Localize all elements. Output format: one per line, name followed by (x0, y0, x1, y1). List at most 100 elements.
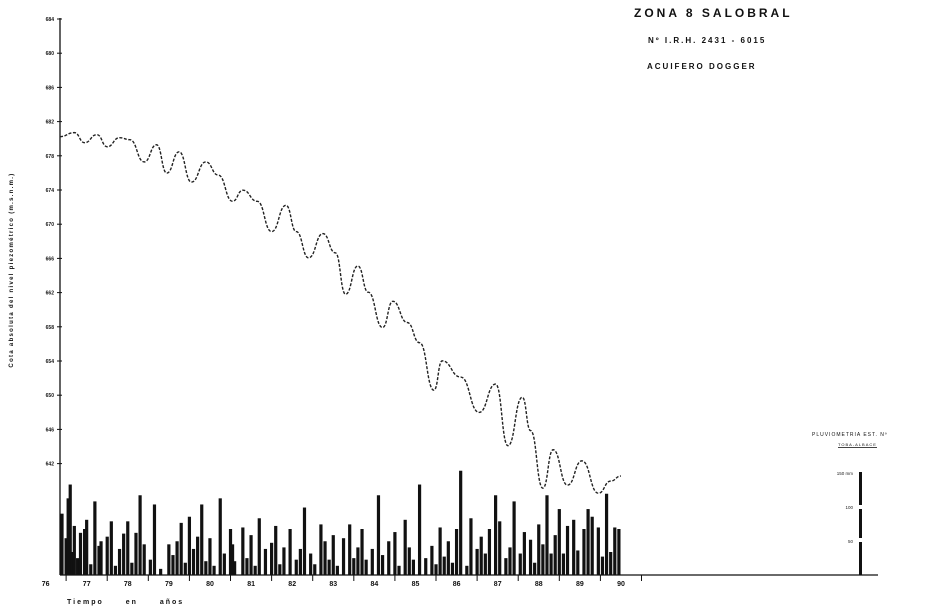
rainfall-bar (576, 550, 580, 575)
scale-label: 150 mm (837, 471, 854, 476)
rainfall-bar (70, 552, 74, 575)
rainfall-bar (387, 541, 391, 575)
rainfall-bar (93, 501, 97, 575)
rainfall-bar (142, 544, 146, 575)
rainfall-bar (487, 529, 492, 575)
rainfall-bar (138, 495, 142, 575)
rainfall-bar (454, 529, 459, 575)
x-axis-label: Tiempo en años (67, 599, 185, 606)
rainfall-bar (335, 565, 339, 575)
rainfall-bar (504, 558, 508, 575)
rainfall-bar (522, 532, 526, 575)
rainfall-bar (600, 556, 605, 575)
rainfall-bar (475, 548, 479, 575)
rainfall-bar (183, 562, 187, 575)
rainfall-bar (364, 559, 368, 575)
rainfall-bar (191, 548, 196, 575)
rainfall-bar (68, 484, 72, 575)
rainfall-bar (424, 558, 428, 575)
rainfall-bar (561, 553, 566, 575)
x-tick-label: 87 (494, 581, 502, 588)
rainfall-bar (411, 559, 416, 575)
rainfall-bar (278, 564, 282, 575)
x-tick-label: 90 (617, 581, 625, 588)
rainfall-bar (64, 538, 68, 575)
rainfall-bar (370, 548, 374, 575)
rainfall-bar (508, 547, 512, 575)
y-tick-label: 686 (46, 85, 55, 91)
rainfall-bar (376, 495, 381, 575)
rainfall-bar (403, 519, 407, 575)
rainfall-bar (99, 541, 103, 575)
piezometric-level-series (59, 131, 622, 494)
y-tick-label: 654 (46, 359, 55, 365)
rainfall-bar (152, 504, 157, 575)
rainfall-bar (270, 542, 274, 575)
rainfall-bar (134, 532, 138, 575)
rainfall-bar (352, 558, 356, 575)
x-tick-label: 80 (206, 581, 214, 588)
rainfall-bar (249, 535, 253, 575)
rainfall-bar (208, 538, 212, 575)
rainfall-bar (512, 501, 516, 575)
y-tick-label: 682 (46, 120, 55, 126)
rainfall-bar (245, 558, 249, 575)
rainfall-bar (175, 541, 179, 575)
y-tick-label: 678 (46, 154, 55, 160)
rainfall-bar (212, 565, 216, 575)
rainfall-bar (78, 532, 83, 575)
rainfall-bar (469, 518, 473, 575)
rainfall-bar (565, 525, 570, 575)
rainfall-bar (323, 541, 327, 575)
rainfall-bar (117, 548, 122, 575)
rainfall-bar (309, 553, 313, 575)
rainfall-bar (459, 470, 463, 575)
rainfall-bar (494, 495, 498, 575)
rainfall-bar (438, 527, 442, 575)
chart-frame (59, 18, 878, 576)
rainfall-bar (298, 548, 302, 575)
scale-bar-gap (858, 538, 863, 542)
y-tick-label: 658 (46, 325, 55, 331)
rainfall-bar (331, 535, 335, 575)
y-tick-label: 670 (46, 222, 55, 228)
x-tick-label: 81 (247, 581, 255, 588)
rainfall-bar (442, 556, 446, 575)
scale-label: 100 (845, 505, 853, 510)
rainfall-bar (76, 558, 80, 575)
rainfall-bar (380, 555, 385, 575)
rainfall-bar (257, 518, 261, 575)
rainfall-bar (263, 548, 268, 575)
rainfall-bar (204, 561, 208, 575)
rainfall-bar (126, 521, 130, 575)
rainfall-bar (222, 553, 226, 575)
rainfall-bar (545, 495, 549, 575)
y-axis: 684 680 686 682 678 674 670 666 662 658 654 650 646 6… (46, 17, 62, 468)
rainfall-bar (528, 539, 533, 575)
rainfall-bar (196, 536, 200, 575)
rainfall-bar (360, 529, 364, 575)
rainfall-bar (586, 509, 590, 575)
rainfall-bar (348, 524, 352, 575)
x-tick-label: 79 (165, 581, 173, 588)
rainfall-bar (549, 553, 553, 575)
piezometric-level-line (59, 131, 622, 494)
rainfall-bar (282, 547, 286, 575)
rainfall-bar (218, 498, 222, 575)
rainfall-bar (434, 564, 438, 575)
rainfall-bar (541, 544, 545, 575)
rainfall-bar (596, 527, 600, 575)
rainfall-bar (72, 525, 76, 575)
rainfall-bar (159, 568, 163, 575)
rainfall-bar (613, 527, 617, 575)
rainfall-bar (407, 547, 411, 575)
rainfall-bar (537, 524, 541, 575)
x-tick-label: 86 (453, 581, 461, 588)
x-tick-label: 84 (371, 581, 379, 588)
rainfall-bar (557, 509, 561, 575)
x-tick-label: 85 (412, 581, 420, 588)
chart-title: ZONA 8 SALOBRAL (634, 6, 793, 20)
rainfall-bar (533, 562, 537, 575)
x-tick-label: 89 (576, 581, 584, 588)
